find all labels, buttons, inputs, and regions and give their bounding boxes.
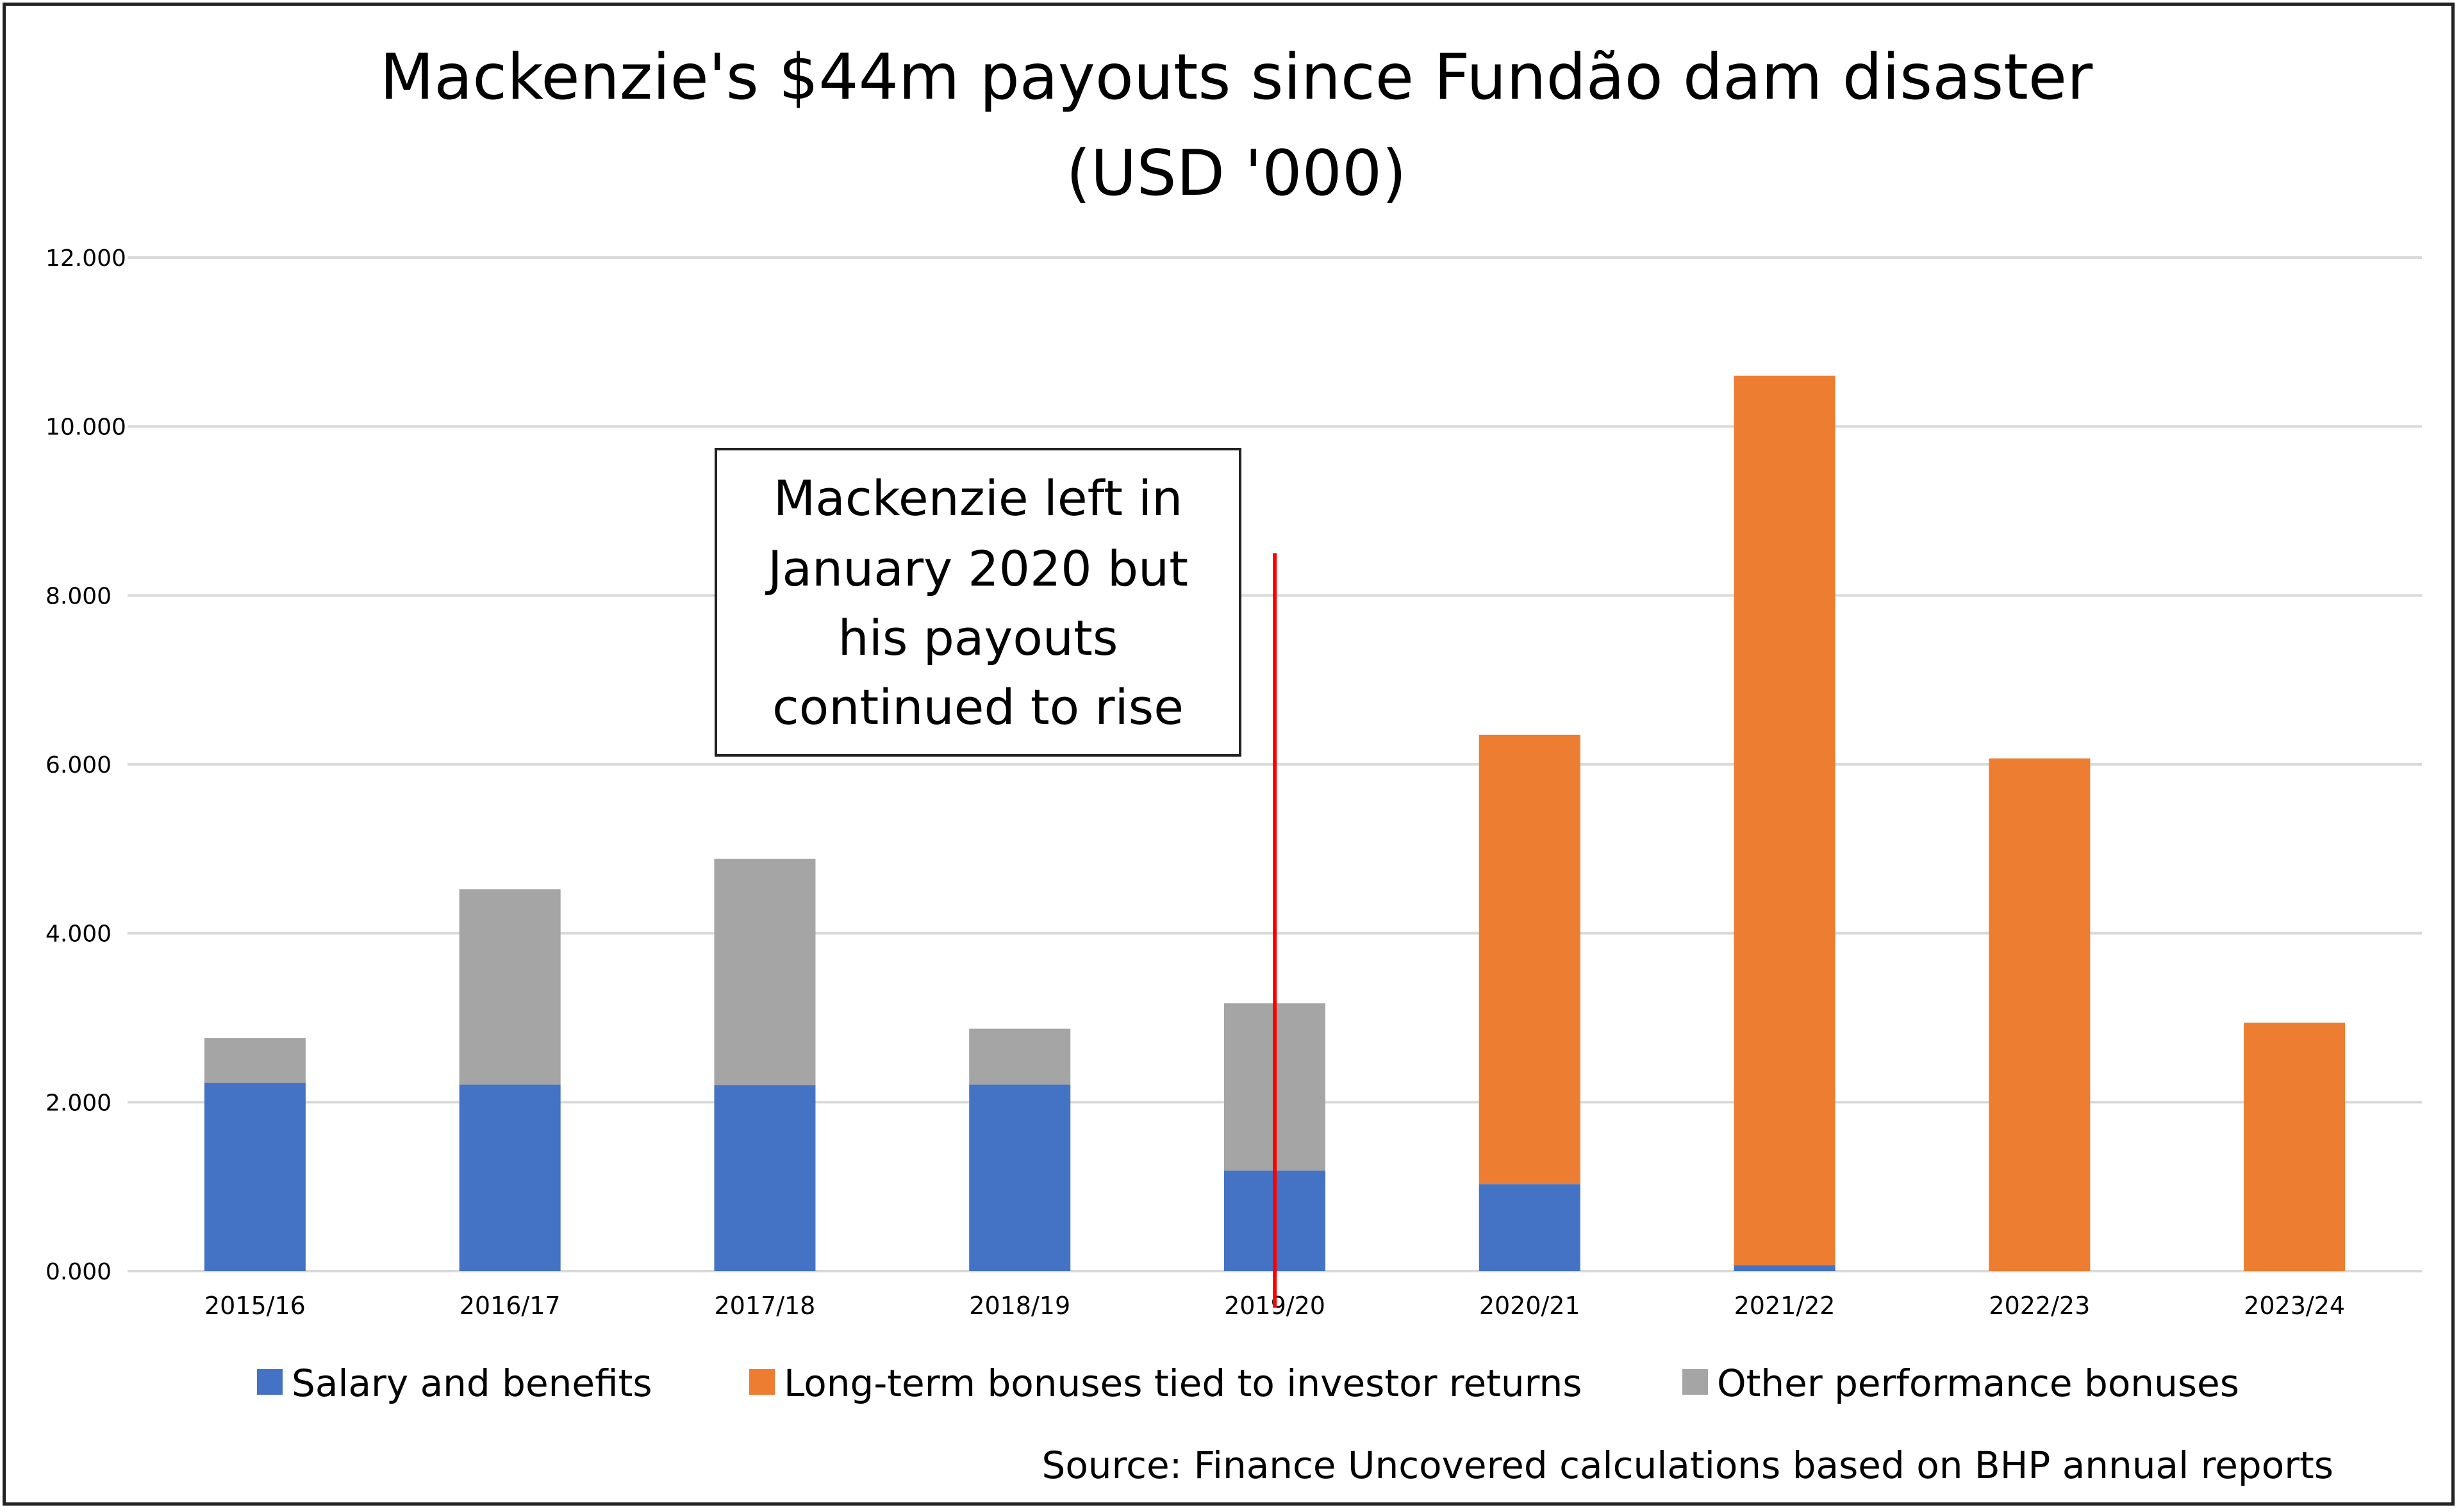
y-tick-label: 4.000 <box>46 921 112 948</box>
legend: Salary and benefits Long-term bonuses ti… <box>257 1361 2239 1405</box>
bar-salary <box>1734 1265 1835 1271</box>
bar-long-term <box>1734 375 1835 1265</box>
x-category-label: 2016/17 <box>460 1292 561 1320</box>
legend-label-other: Other performance bonuses <box>1717 1361 2239 1405</box>
annotation-line-1: Mackenzie left in <box>774 470 1183 527</box>
bars-layer <box>204 375 2346 1271</box>
y-tick-label: 10.000 <box>46 415 126 441</box>
bar-other <box>969 1028 1071 1085</box>
bar-other <box>459 889 561 1085</box>
y-tick-label: 12.000 <box>46 245 126 272</box>
bar-salary <box>1479 1184 1580 1271</box>
legend-item-salary: Salary and benefits <box>257 1361 652 1405</box>
legend-label-long-term: Long-term bonuses tied to investor retur… <box>784 1361 1582 1405</box>
x-category-label: 2021/22 <box>1734 1292 1835 1320</box>
annotation-box-border <box>715 448 1241 757</box>
chart-title: Mackenzie's $44m payouts since Fundão da… <box>380 41 2093 210</box>
annotation-line-2: January 2020 but <box>765 540 1188 597</box>
x-category-label: 2018/19 <box>969 1292 1070 1320</box>
bar-salary <box>714 1085 816 1271</box>
y-axis-ticks: 0.000 2.000 4.000 6.000 8.000 10.000 12.000 <box>46 245 126 1285</box>
legend-item-long-term: Long-term bonuses tied to investor retur… <box>749 1361 1582 1405</box>
bar-long-term <box>2244 1023 2346 1271</box>
bar-salary <box>204 1083 306 1271</box>
bar-salary <box>459 1084 561 1271</box>
y-tick-label: 6.000 <box>46 752 112 778</box>
annotation-line-3: his payouts <box>838 609 1118 666</box>
legend-swatch-salary <box>257 1369 283 1395</box>
bar-other <box>714 859 816 1085</box>
chart-title-line-2: (USD '000) <box>1066 137 1406 210</box>
legend-swatch-long-term <box>749 1369 775 1395</box>
x-axis-categories: 2015/162016/172017/182018/192019/202020/… <box>204 1292 2345 1320</box>
legend-item-other: Other performance bonuses <box>1682 1361 2239 1405</box>
x-category-label: 2015/16 <box>204 1292 306 1320</box>
legend-swatch-other <box>1682 1369 1708 1395</box>
y-tick-label: 8.000 <box>46 583 112 609</box>
annotation-box: Mackenzie left in January 2020 but his p… <box>715 448 1241 757</box>
x-category-label: 2023/24 <box>2244 1292 2345 1320</box>
x-category-label: 2017/18 <box>715 1292 816 1320</box>
x-category-label: 2022/23 <box>1989 1292 2090 1320</box>
legend-label-salary: Salary and benefits <box>292 1361 652 1405</box>
source-note: Source: Finance Uncovered calculations b… <box>1042 1443 2334 1487</box>
bar-salary <box>969 1084 1071 1271</box>
y-tick-label: 0.000 <box>46 1259 112 1285</box>
annotation-line-4: continued to rise <box>772 678 1184 735</box>
chart-svg: Mackenzie's $44m payouts since Fundão da… <box>46 41 2422 1487</box>
y-tick-label: 2.000 <box>46 1090 112 1116</box>
x-category-label: 2020/21 <box>1479 1292 1580 1320</box>
chart-frame: Mackenzie's $44m payouts since Fundão da… <box>3 3 2455 1506</box>
bar-long-term <box>1479 734 1580 1185</box>
chart-title-line-1: Mackenzie's $44m payouts since Fundão da… <box>380 41 2093 114</box>
bar-long-term <box>1989 758 2091 1271</box>
bar-other <box>204 1038 306 1083</box>
